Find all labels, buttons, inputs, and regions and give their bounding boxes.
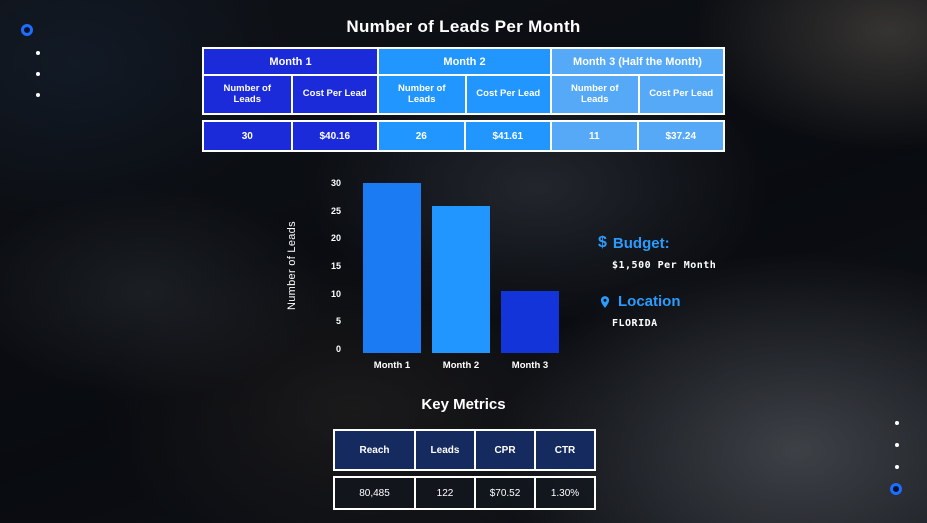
month2-cpl-value: $41.61 [463, 122, 550, 150]
key-metrics-table: Reach Leads CPR CTR 80,485 122 $70.52 1.… [333, 429, 596, 510]
budget-label: Budget: [612, 234, 670, 252]
month2-cpl-header: Cost Per Lead [464, 76, 551, 113]
month3-header: Month 3 (Half the Month) [552, 49, 723, 76]
month3-leads-header: Number of Leads [571, 82, 619, 105]
y-tick: 5 [335, 316, 341, 327]
leads-table-group-month3: Month 3 (Half the Month) Number of Leads… [550, 49, 723, 113]
leads-header: Leads [414, 431, 474, 469]
month1-cpl-value: $40.16 [290, 122, 377, 150]
reach-header: Reach [335, 431, 414, 469]
month2-leads-header: Number of Leads [398, 82, 446, 105]
reach-value: 80,485 [335, 478, 414, 508]
key-metrics-title: Key Metrics [421, 396, 506, 413]
location-pin-icon [600, 295, 610, 308]
decor-dot [895, 465, 899, 469]
x-label-month-1: Month 1 [373, 360, 411, 371]
decor-ring-icon [890, 483, 902, 495]
leads-table-group-month2: Month 2 Number of Leads Cost Per Lead [377, 49, 550, 113]
ctr-header: CTR [534, 431, 594, 469]
month2-header: Month 2 [379, 49, 550, 76]
y-tick: 30 [330, 178, 341, 188]
bar-month-3 [501, 290, 559, 353]
leads-bar-chart: Number of Leads 30 25 20 15 10 5 0 Month… [283, 176, 593, 381]
y-tick: 10 [330, 288, 341, 299]
info-panel: $ Budget: $1,500 Per Month Location FLOR… [598, 234, 716, 329]
bar-month-1 [363, 183, 421, 353]
decor-dot [36, 72, 40, 76]
leads-table-group-month1: Month 1 Number of Leads Cost Per Lead [204, 49, 377, 113]
month3-leads-value: 11 [550, 122, 637, 150]
month1-leads-value: 30 [204, 122, 291, 150]
cpr-value: $70.52 [474, 478, 534, 508]
leads-table-header: Month 1 Number of Leads Cost Per Lead Mo… [202, 47, 725, 115]
cpr-header: CPR [474, 431, 534, 469]
x-label-month-2: Month 2 [442, 360, 480, 371]
y-tick: 20 [330, 233, 341, 244]
ctr-value: 1.30% [534, 478, 594, 508]
location-row: Location [598, 293, 716, 310]
y-tick: 25 [330, 205, 341, 216]
month3-cpl-value: $37.24 [636, 122, 723, 150]
page-title: Number of Leads Per Month [346, 17, 581, 36]
decor-ring-icon [21, 24, 33, 36]
month3-cpl-header: Cost Per Lead [637, 76, 724, 113]
x-axis-labels: Month 1 Month 2 Month 3 [355, 360, 565, 371]
decor-dot [36, 93, 40, 97]
x-label-month-3: Month 3 [511, 360, 549, 371]
decor-dot [36, 51, 40, 55]
leads-table-values-row: 30 $40.16 26 $41.61 11 $37.24 [202, 120, 725, 152]
month1-leads-header: Number of Leads [223, 82, 272, 105]
leads-table: Month 1 Number of Leads Cost Per Lead Mo… [202, 47, 725, 152]
decor-dot [895, 443, 899, 447]
decor-dot [895, 421, 899, 425]
key-metrics-values-row: 80,485 122 $70.52 1.30% [333, 476, 596, 510]
key-metrics-header-row: Reach Leads CPR CTR [333, 429, 596, 471]
dollar-icon: $ [598, 234, 607, 251]
leads-value: 122 [414, 478, 474, 508]
month1-cpl-header: Cost Per Lead [290, 76, 378, 113]
y-axis-ticks: 30 25 20 15 10 5 0 [317, 178, 341, 354]
budget-value: $1,500 Per Month [612, 260, 717, 271]
month1-header: Month 1 [204, 49, 377, 76]
y-axis-label: Number of Leads [286, 221, 298, 311]
chart-plot-area [355, 183, 565, 353]
y-tick: 15 [330, 260, 341, 271]
location-label: Location [618, 293, 681, 310]
y-tick: 0 [335, 343, 341, 354]
bar-month-2 [432, 205, 490, 353]
budget-row: $ Budget: [598, 234, 716, 252]
month2-leads-value: 26 [377, 122, 464, 150]
location-value: FLORIDA [612, 318, 658, 329]
